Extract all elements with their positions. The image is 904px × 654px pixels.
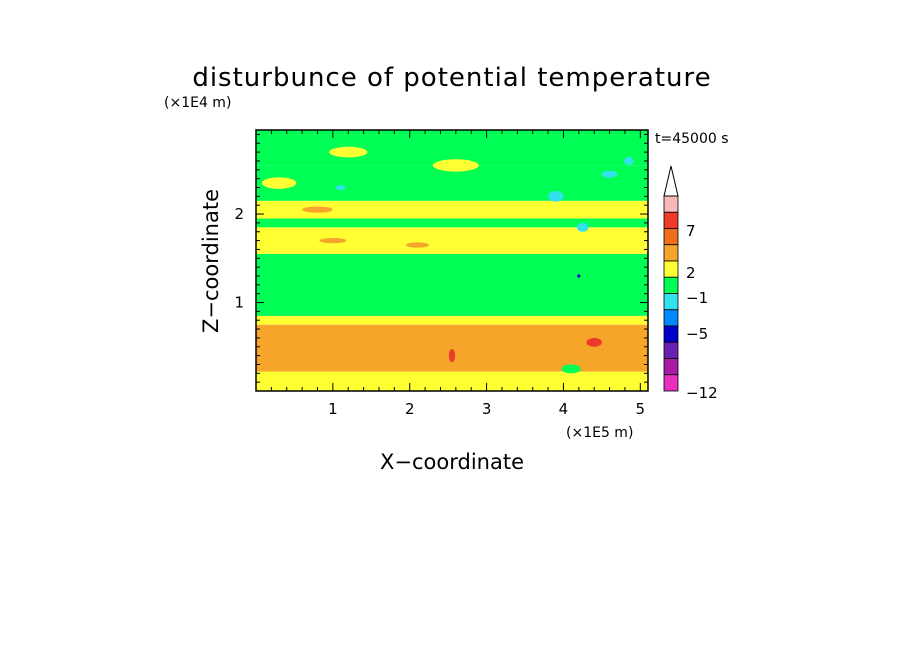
colorbar-segment	[663, 260, 679, 278]
contour-band-0	[256, 371, 648, 391]
contour-feature-4	[405, 242, 429, 248]
contour-feature-9	[335, 184, 346, 191]
chart-title: disturbunce of potential temperature	[192, 63, 711, 93]
y-tick-label: 2	[234, 205, 244, 223]
plot-area	[255, 129, 649, 392]
contour-feature-16	[371, 304, 441, 310]
x-unit-label: (×1E5 m)	[566, 425, 633, 441]
colorbar-segment	[663, 358, 679, 376]
contour-feature-12	[586, 337, 602, 347]
contour-feature-15	[561, 364, 581, 374]
colorbar-segment	[663, 211, 679, 229]
y-unit-label: (×1E4 m)	[164, 95, 231, 111]
colorbar-label: −1	[686, 289, 708, 307]
time-label: t=45000 s	[655, 131, 729, 147]
colorbar-segment	[663, 244, 679, 262]
colorbar-label: 2	[686, 264, 696, 282]
colorbar-segment	[663, 325, 679, 343]
x-tick-label: 3	[482, 400, 492, 418]
contour-feature-14	[601, 354, 611, 366]
contour-feature-13	[448, 348, 456, 363]
contour-fill	[256, 130, 648, 391]
plot-frame	[255, 129, 649, 392]
contour-band-6	[256, 200, 648, 219]
colorbar-label: 7	[686, 222, 696, 240]
contour-band-4	[256, 227, 648, 254]
contour-band-2	[256, 315, 648, 325]
x-tick-label: 5	[636, 400, 646, 418]
contour-feature-2	[432, 159, 479, 172]
x-tick-label: 2	[405, 400, 415, 418]
colorbar-label: −12	[686, 384, 718, 402]
colorbar-segment	[663, 309, 679, 327]
colorbar-segment	[663, 374, 679, 392]
colorbar: 7 2 −1 −5 −12	[663, 165, 718, 402]
contour-band-3	[256, 253, 648, 316]
x-tick-label: 1	[328, 400, 338, 418]
contour-feature-6	[548, 191, 564, 202]
y-axis-label: Z−coordinate	[199, 189, 223, 333]
colorbar-segment	[663, 293, 679, 311]
contour-feature-5	[302, 206, 333, 213]
colorbar-segment	[663, 341, 679, 359]
contour-feature-11	[577, 274, 581, 278]
colorbar-segment	[663, 228, 679, 246]
contour-feature-3	[319, 237, 347, 244]
contour-feature-17	[596, 294, 624, 302]
colorbar-label: −5	[686, 325, 708, 343]
colorbar-segment	[663, 195, 679, 213]
contour-feature-7	[576, 222, 589, 232]
y-tick-label: 1	[234, 294, 244, 312]
contour-band-1	[256, 324, 648, 372]
contour-feature-0	[261, 177, 297, 189]
x-axis-label: X−coordinate	[380, 450, 524, 474]
y-axis: 12	[234, 133, 648, 383]
contour-band-5	[256, 218, 648, 228]
x-tick-label: 4	[559, 400, 569, 418]
contour-feature-8	[601, 170, 618, 178]
contour-feature-1	[329, 146, 368, 158]
x-axis: 1 2 3 4 5	[270, 130, 646, 418]
colorbar-extend-arrow	[663, 165, 679, 197]
colorbar-segment	[663, 276, 679, 294]
contour-feature-10	[624, 156, 634, 165]
